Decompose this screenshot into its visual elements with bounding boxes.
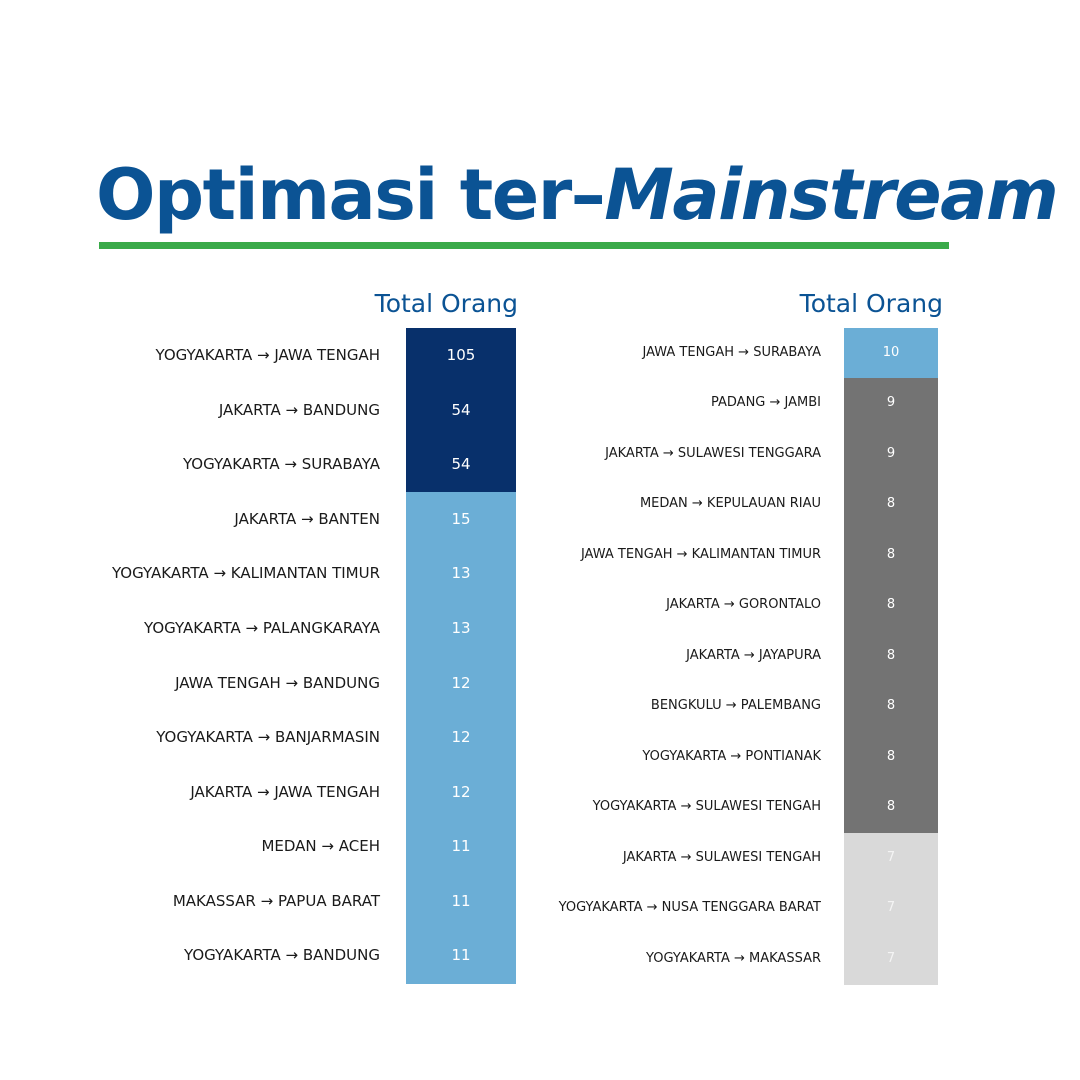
column-header-right: Total Orang — [799, 289, 943, 318]
cell-value: 8 — [886, 647, 896, 663]
cell-value: 12 — [451, 673, 471, 692]
heatmap-cell — [844, 630, 938, 682]
row-label: JAKARTA → BANDUNG — [218, 400, 380, 419]
row-label: JAKARTA → GORONTALO — [666, 597, 821, 613]
cell-value: 11 — [451, 946, 471, 965]
row-label: YOGYAKARTA → NUSA TENGGARA BARAT — [558, 900, 821, 916]
row-label: MAKASSAR → PAPUA BARAT — [172, 891, 380, 910]
heatmap-cell — [844, 731, 938, 783]
heatmap-cell — [844, 529, 938, 581]
row-label: YOGYAKARTA → PALANGKARAYA — [144, 618, 380, 637]
cell-value: 11 — [451, 891, 471, 910]
column-header-left: Total Orang — [374, 289, 518, 318]
row-label: JAWA TENGAH → SURABAYA — [642, 345, 821, 360]
cell-value: 8 — [886, 496, 896, 512]
row-label: JAKARTA → JAYAPURA — [686, 647, 821, 663]
heatmap-cell — [844, 933, 938, 985]
row-label: YOGYAKARTA → BANDUNG — [184, 946, 380, 965]
cell-value: 8 — [886, 799, 896, 815]
heatmap-cell — [406, 382, 516, 438]
cell-value: 13 — [451, 618, 471, 637]
heatmap-cell — [406, 819, 516, 875]
cell-value: 8 — [886, 698, 896, 714]
row-label: JAKARTA → SULAWESI TENGGARA — [605, 445, 821, 461]
heatmap-cell — [844, 681, 938, 733]
cell-value: 54 — [451, 400, 471, 419]
heatmap-cell — [406, 600, 516, 657]
cell-value: 7 — [886, 900, 896, 916]
row-label: YOGYAKARTA → JAWA TENGAH — [155, 346, 380, 364]
cell-value: 8 — [886, 748, 896, 764]
cell-value: 11 — [451, 837, 471, 856]
row-label: YOGYAKARTA → BANJARMASIN — [156, 728, 380, 747]
cell-value: 105 — [446, 346, 476, 364]
row-label: JAWA TENGAH → KALIMANTAN TIMUR — [580, 546, 821, 562]
heatmap-cell — [844, 832, 938, 884]
cell-value: 54 — [451, 455, 471, 474]
heatmap-cell — [406, 655, 516, 711]
cell-value: 13 — [451, 564, 471, 583]
heatmap-cell — [844, 782, 938, 834]
row-label: YOGYAKARTA → SULAWESI TENGAH — [592, 799, 821, 815]
cell-value: 9 — [886, 395, 896, 411]
row-label: MEDAN → ACEH — [261, 837, 380, 856]
cell-value: 8 — [886, 546, 896, 562]
title-part-1: Optimasi ter– — [96, 154, 606, 236]
row-label: YOGYAKARTA → PONTIANAK — [642, 748, 821, 764]
row-label: YOGYAKARTA → MAKASSAR — [646, 950, 821, 966]
heatmap-cell — [844, 580, 938, 632]
heatmap-cell — [844, 479, 938, 531]
heatmap-cell — [406, 546, 516, 602]
title-part-2: Mainstream — [604, 154, 1059, 236]
heatmap-cell — [406, 328, 516, 384]
heatmap-cell — [406, 873, 516, 929]
cell-value: 8 — [886, 597, 896, 613]
heatmap-cell — [844, 428, 938, 480]
heatmap-cell — [844, 328, 938, 380]
row-label: YOGYAKARTA → SURABAYA — [182, 455, 380, 474]
page-title: Optimasi ter–Mainstream — [96, 150, 1059, 240]
heatmap-cell — [406, 491, 516, 547]
row-label: YOGYAKARTA → KALIMANTAN TIMUR — [111, 564, 380, 583]
cell-value: 7 — [886, 950, 896, 966]
heatmap-cell — [406, 437, 516, 493]
row-label: PADANG → JAMBI — [711, 395, 821, 411]
heatmap-cell — [406, 764, 516, 820]
heatmap-cell — [406, 928, 516, 984]
row-label: BENGKULU → PALEMBANG — [650, 698, 821, 714]
heatmap-cell — [844, 378, 938, 430]
cell-value: 12 — [451, 728, 471, 747]
cell-value: 10 — [882, 345, 900, 360]
cell-value: 12 — [451, 782, 471, 801]
heatmap-cell — [406, 710, 516, 766]
row-label: JAKARTA → JAWA TENGAH — [190, 782, 380, 801]
cell-value: 15 — [451, 509, 471, 528]
row-label: JAKARTA → BANTEN — [234, 509, 380, 528]
row-label: JAKARTA → SULAWESI TENGAH — [622, 849, 821, 865]
cell-value: 9 — [886, 445, 896, 461]
title-underline — [99, 242, 949, 249]
row-label: JAWA TENGAH → BANDUNG — [175, 673, 380, 692]
row-label: MEDAN → KEPULAUAN RIAU — [639, 496, 821, 512]
heatmap-cell — [844, 883, 938, 935]
cell-value: 7 — [886, 849, 896, 865]
